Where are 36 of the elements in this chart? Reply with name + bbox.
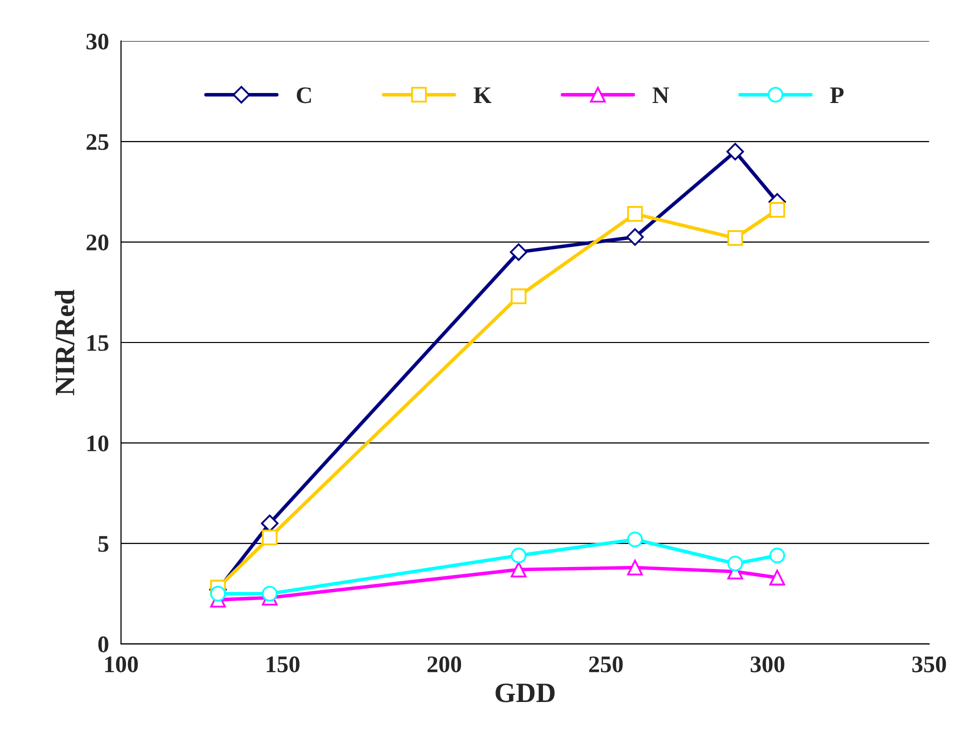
legend-label: P [830, 88, 844, 103]
legend-label: K [474, 88, 492, 103]
point [727, 230, 744, 246]
point [210, 586, 226, 602]
point [510, 288, 526, 304]
y-axis-title: NIR/Red [54, 290, 74, 396]
x-tick-label: 350 [912, 656, 946, 672]
point [262, 530, 278, 546]
y-tick-label: 5 [98, 536, 108, 552]
point [726, 142, 744, 160]
x-tick-label: 300 [750, 656, 784, 672]
point [769, 548, 786, 564]
point [627, 560, 643, 576]
point [262, 586, 278, 602]
point [510, 562, 526, 578]
point [510, 548, 526, 564]
y-tick-label: 20 [86, 234, 108, 250]
y-tick-label: 15 [88, 335, 108, 351]
x-tick-label: 250 [589, 656, 623, 672]
point [727, 556, 744, 572]
x-axis-title: GDD [496, 684, 555, 702]
point [627, 532, 643, 548]
point [626, 228, 644, 246]
legend-label: N [652, 88, 669, 103]
y-tick-label: 25 [86, 134, 108, 150]
x-tick-label: 200 [428, 656, 462, 672]
point [510, 243, 528, 261]
point [769, 570, 786, 586]
y-tick-label: 0 [98, 636, 108, 652]
x-tick-label: 150 [266, 656, 300, 672]
legend-label: C [296, 87, 311, 104]
y-tick-label: 30 [86, 34, 108, 50]
point [627, 206, 643, 222]
x-tick-label: 100 [105, 656, 138, 672]
y-tick-label: 10 [88, 435, 108, 452]
point [769, 202, 786, 218]
